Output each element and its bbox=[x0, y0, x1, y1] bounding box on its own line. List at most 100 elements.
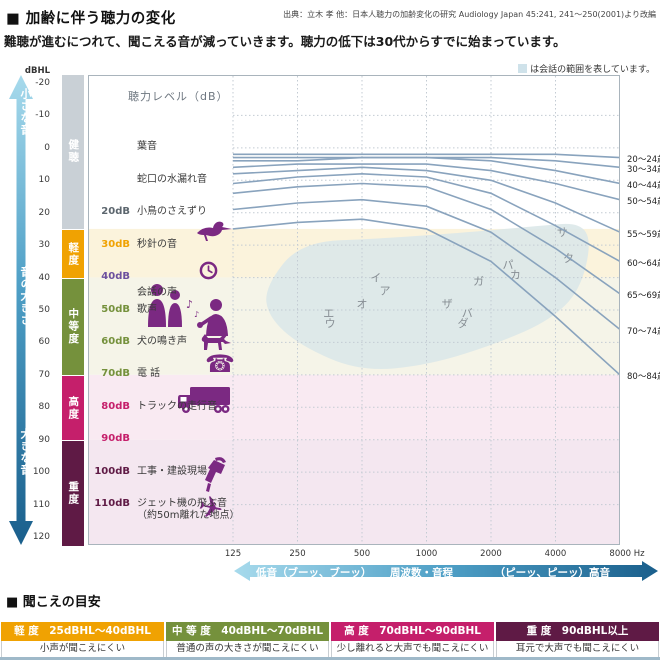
svg-text:♪: ♪ bbox=[186, 298, 193, 311]
sound-example-label: 電 話 bbox=[137, 368, 161, 380]
hearing-example-row: 110dB ジェット機の飛ぶ音 （約50m離れた地点） bbox=[90, 498, 239, 522]
clock-icon bbox=[199, 261, 218, 280]
age-curve-label: 60～64歳 bbox=[627, 258, 660, 269]
sound-example-label: 会話の声 bbox=[137, 287, 177, 299]
grade-column: 重 度 90dBHL以上 耳元で大声でも聞こえにくい bbox=[496, 622, 659, 657]
grade-header: 中 等 度 40dBHL～70dBHL bbox=[166, 622, 329, 641]
speech-range-blob bbox=[266, 223, 589, 370]
age-curve-20～24歳 bbox=[233, 153, 621, 159]
y-axis-tick: 110 bbox=[32, 499, 50, 510]
hearing-level-header: 聴力レベル（dB） bbox=[128, 90, 229, 103]
volume-arrow bbox=[9, 75, 33, 545]
x-axis-tick: 2000 bbox=[480, 549, 502, 559]
volume-arrow-label-soft: 小さな音 bbox=[19, 88, 32, 136]
x-axis-tick: 4000 bbox=[544, 549, 567, 559]
speech-sound-char: サ bbox=[557, 226, 568, 239]
age-curve-label: 30～34歳 bbox=[627, 164, 660, 175]
grade-desc: 小声が聞こえにくい bbox=[1, 641, 164, 657]
x-axis-tick: 250 bbox=[289, 549, 306, 559]
age-curve-40～44歳 bbox=[233, 156, 621, 185]
sound-example-label: 小鳥のさえずり bbox=[137, 206, 207, 218]
age-curve-label: 50～54歳 bbox=[627, 197, 660, 208]
speech-sound-char: ウ bbox=[325, 317, 336, 330]
sound-example-label: 工事・建設現場 bbox=[137, 465, 207, 477]
severity-label: 重度 bbox=[67, 480, 80, 506]
db-value-label: 70dB bbox=[101, 368, 130, 380]
severity-label: 健聴 bbox=[67, 139, 80, 165]
sound-example-label: トラックの走行音 bbox=[137, 400, 217, 412]
bottom-border bbox=[0, 657, 660, 660]
hearing-example-row: 50dB 歌声 bbox=[90, 304, 157, 316]
hearing-example-row: 30dB 秒針の音 bbox=[90, 239, 177, 251]
speech-sound-char: タ bbox=[563, 252, 574, 265]
grade-desc: 少し離れると大声でも聞こえにくい bbox=[331, 641, 494, 657]
frequency-arrow bbox=[234, 561, 658, 581]
grade-column: 高 度 70dBHL～90dBHL 少し離れると大声でも聞こえにくい bbox=[331, 622, 494, 657]
hearing-example-row: 90dB bbox=[90, 433, 137, 445]
y-axis-unit: dBHL bbox=[24, 66, 50, 76]
y-axis-tick: 20 bbox=[38, 207, 50, 218]
plot-border bbox=[88, 75, 620, 545]
freq-arrow-label-low: 低音（ブーッ、ブーッ） bbox=[256, 567, 372, 579]
page-title: ■ 加齢に伴う聴力の変化 bbox=[6, 11, 176, 27]
speech-sound-char: カ bbox=[510, 268, 521, 281]
speech-sound-char: オ bbox=[357, 298, 368, 311]
severity-bar-健聴: 健聴 bbox=[62, 75, 84, 229]
y-axis-tick: 120 bbox=[32, 532, 50, 542]
age-curve-label: 70～74歳 bbox=[627, 326, 660, 337]
grade-header: 高 度 70dBHL～90dBHL bbox=[331, 622, 494, 641]
band-重度 bbox=[88, 439, 620, 545]
y-axis-tick: 60 bbox=[38, 337, 50, 348]
y-axis-tick: 80 bbox=[38, 402, 50, 413]
hearing-example-row: 蛇口の水漏れ音 bbox=[90, 174, 207, 186]
speech-sound-char: ザ bbox=[442, 298, 453, 311]
volume-arrow-label-loud: 大きな音 bbox=[19, 428, 32, 476]
speech-sound-char: ア bbox=[380, 285, 391, 298]
severity-bar-高度: 高度 bbox=[62, 374, 84, 441]
hearing-example-row: 60dB 犬の鳴き声 bbox=[90, 336, 187, 348]
audiogram-box: イアオエウ サタパカガザバダ bbox=[88, 75, 621, 545]
subtitle: 難聴が進むにつれて、聞こえる音が減っていきます。聴力の低下は30代からすでに始ま… bbox=[4, 34, 566, 49]
severity-bar-重度: 重度 bbox=[62, 439, 84, 546]
age-curve-65～69歳 bbox=[232, 182, 621, 295]
jackhammer-icon bbox=[201, 457, 231, 493]
y-axis-tick: 50 bbox=[38, 305, 50, 315]
guide-table: 軽 度 25dBHL～40dBHL 小声が聞こえにくい中 等 度 40dBHL～7… bbox=[1, 622, 659, 657]
severity-bar-中等度: 中等度 bbox=[62, 277, 84, 376]
sound-example-label: 蛇口の水漏れ音 bbox=[137, 173, 207, 185]
db-value-label: 20dB bbox=[101, 206, 130, 218]
dog-icon bbox=[198, 330, 234, 356]
svg-text:♪: ♪ bbox=[194, 310, 199, 319]
y-axis-tick: -10 bbox=[35, 110, 50, 121]
db-value-label: 90dB bbox=[101, 433, 130, 445]
speech-sound-char: パ bbox=[503, 259, 514, 272]
hearing-example-row: 70dB 電 話 bbox=[90, 368, 160, 380]
grade-header: 軽 度 25dBHL～40dBHL bbox=[1, 622, 164, 641]
sound-example-label: ジェット機の飛ぶ音 （約50m離れた地点） bbox=[137, 498, 240, 522]
speech-sound-char: エ bbox=[323, 307, 334, 320]
age-curve-label: 55～59歳 bbox=[627, 229, 660, 240]
volume-arrow-label-axis: 音の大きさ bbox=[19, 266, 32, 326]
severity-label: 高度 bbox=[67, 395, 80, 421]
sound-example-label: 歌声 bbox=[137, 303, 157, 315]
grade-column: 軽 度 25dBHL～40dBHL 小声が聞こえにくい bbox=[1, 622, 164, 657]
x-axis-tick: 125 bbox=[224, 549, 242, 559]
db-value-label: 30dB bbox=[101, 238, 130, 250]
age-curve-80～84歳 bbox=[232, 218, 621, 376]
y-axis-tick: 0 bbox=[44, 142, 50, 153]
y-axis-tick: 40 bbox=[38, 272, 50, 283]
db-value-label: 40dB bbox=[101, 271, 130, 283]
db-value-label: 110dB bbox=[94, 498, 130, 510]
y-axis-tick: 10 bbox=[38, 175, 50, 186]
guide-section-title: ■ 聞こえの目安 bbox=[6, 595, 101, 610]
y-axis-tick: 100 bbox=[32, 467, 50, 478]
age-curve-label: 80～84歳 bbox=[627, 372, 660, 383]
speech-sound-char: ガ bbox=[473, 275, 484, 288]
severity-bar-軽度: 軽度 bbox=[62, 228, 84, 279]
sound-example-label: 犬の鳴き声 bbox=[137, 335, 187, 347]
age-curve-55～59歳 bbox=[232, 166, 621, 233]
legend-note: は会話の範囲を表しています。 bbox=[530, 65, 655, 75]
telephone-icon: ☎ bbox=[205, 350, 235, 378]
